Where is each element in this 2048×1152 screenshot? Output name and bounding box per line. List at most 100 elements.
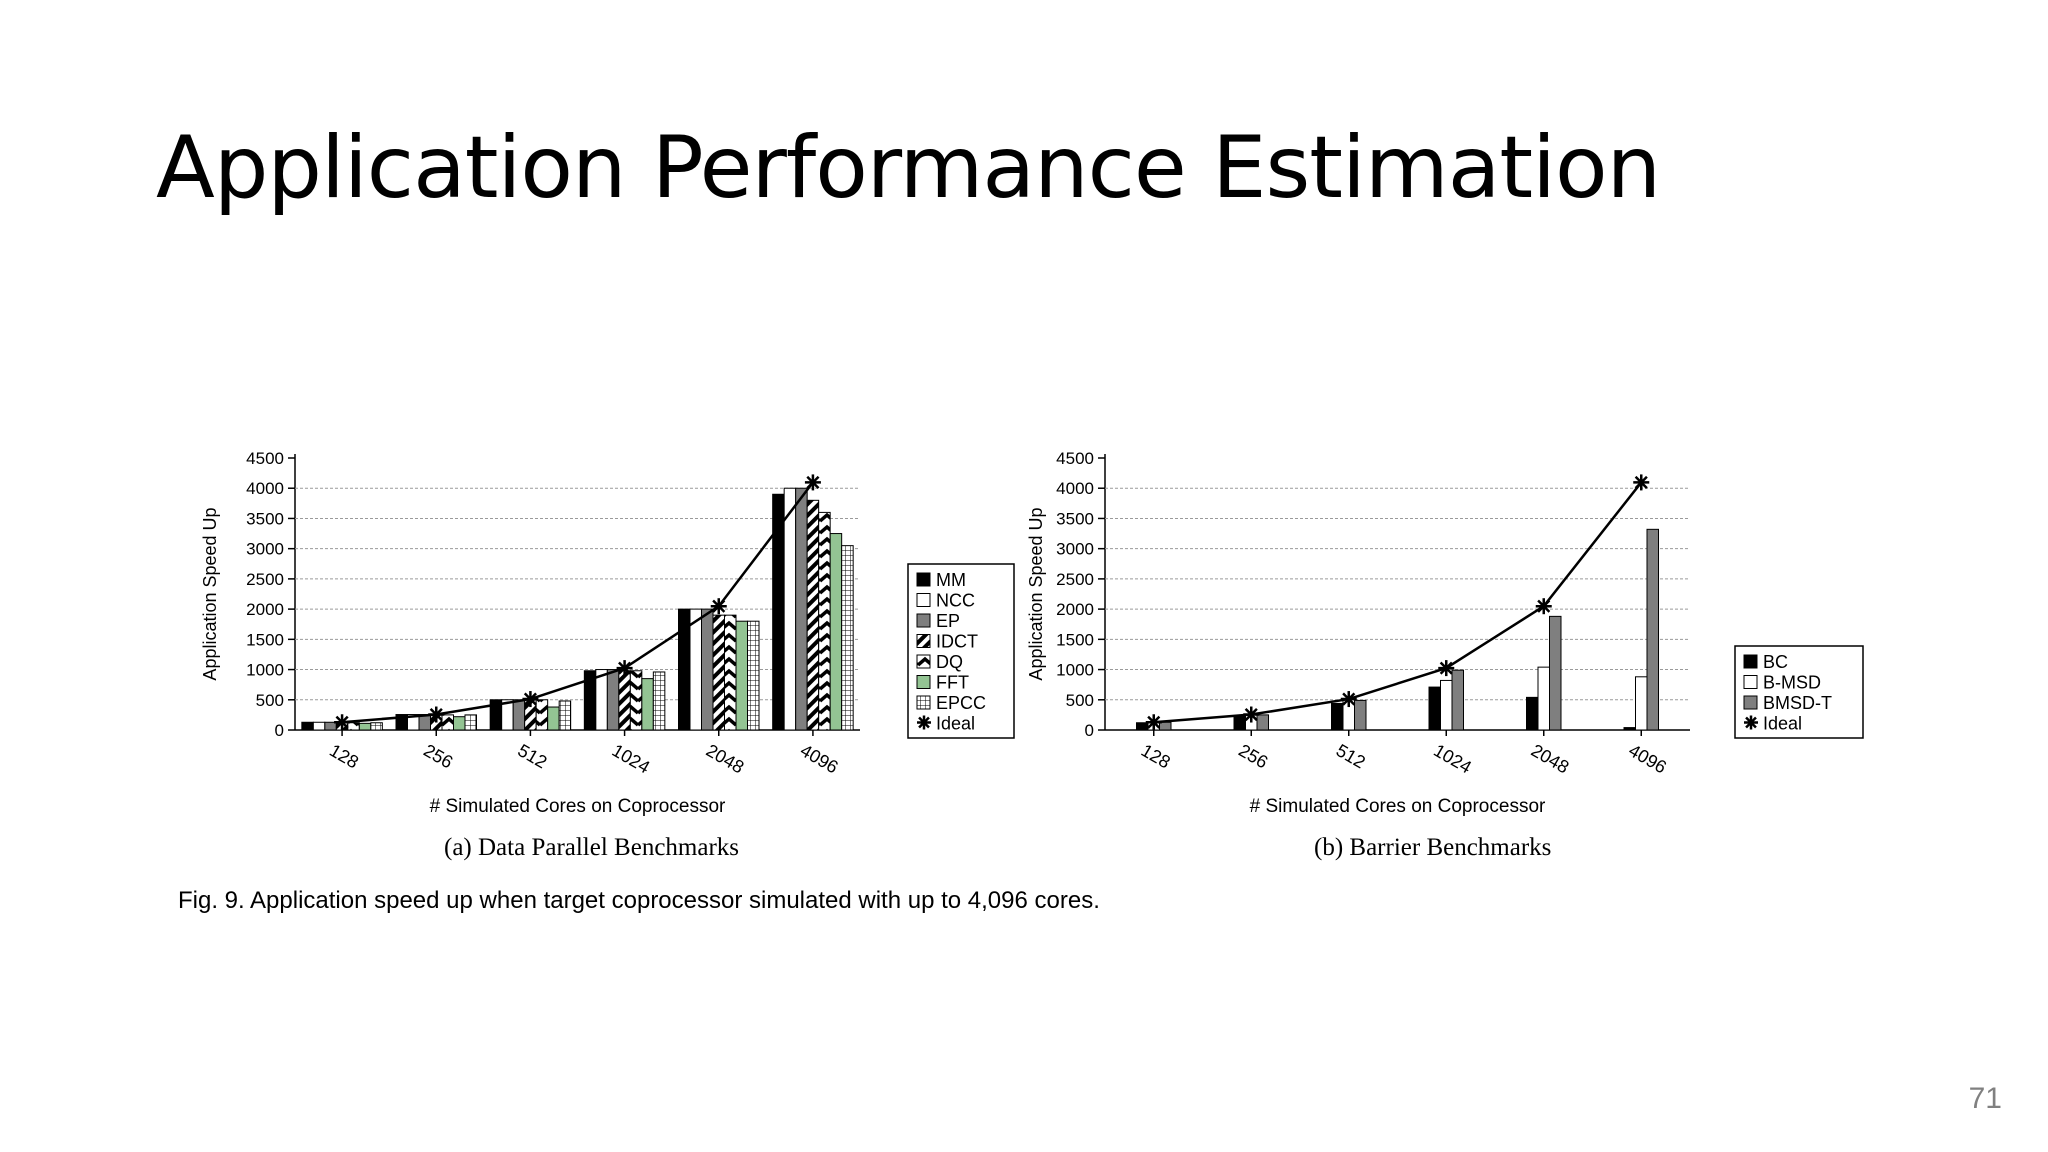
y-tick-label: 4000 <box>1056 479 1094 498</box>
bar-bc-2048 <box>1526 696 1539 731</box>
bar-ncc-2048 <box>689 608 702 731</box>
caption-a: (a) Data Parallel Benchmarks <box>444 834 740 861</box>
y-tick-label: 0 <box>1085 721 1094 740</box>
y-tick-label: 3500 <box>246 509 284 528</box>
x-tick-label: 128 <box>326 740 362 772</box>
bar-fft-128 <box>358 722 372 731</box>
bar-epcc-256 <box>464 714 477 731</box>
y-tick-label: 3000 <box>1056 540 1094 559</box>
legend-label-ncc: NCC <box>936 591 975 611</box>
bar-idct-4096 <box>806 499 820 731</box>
bar-b-msd-2048 <box>1537 666 1550 731</box>
bar-bmsd-t-512 <box>1354 699 1367 731</box>
legend-label-epcc: EPCC <box>936 693 986 713</box>
legend-swatch-bmsd-t <box>1743 695 1758 710</box>
x-tick-label: 1024 <box>609 740 654 777</box>
chart-barrier: 0 500 1000 1500 2000 2500 3000 3500 4000 4500 Appl… <box>1020 440 1890 870</box>
legend-label-idct: IDCT <box>936 632 978 652</box>
legend-label-bc: BC <box>1763 652 1788 672</box>
bar-bmsd-t-256 <box>1256 714 1269 731</box>
bar-mm-128 <box>301 721 314 731</box>
ideal-line <box>1153 481 1643 724</box>
bar-epcc-1024 <box>652 671 666 731</box>
ideal-point <box>334 714 351 731</box>
bar-fft-4096 <box>829 533 843 731</box>
ideal-point <box>1633 474 1650 491</box>
ideal-point <box>1145 714 1162 731</box>
ideal-point <box>804 474 821 491</box>
legend-label-dq: DQ <box>936 652 963 672</box>
legend-swatch-fft <box>916 675 931 689</box>
bar-ncc-1024 <box>595 669 608 731</box>
chart-b-svg: 0 500 1000 1500 2000 2500 3000 3500 4000 4500 Appl… <box>1026 449 1864 817</box>
y-tick-label: 4500 <box>1056 449 1094 468</box>
caption-b: (b) Barrier Benchmarks <box>1314 834 1552 861</box>
bar-bmsd-t-4096 <box>1646 528 1659 731</box>
y-tick-label: 4000 <box>246 479 284 498</box>
legend-label-b-msd: B-MSD <box>1763 673 1821 693</box>
x-tick-label: 256 <box>420 740 456 772</box>
legend-label-bmsd-t: BMSD-T <box>1763 693 1832 713</box>
page-number: 71 <box>1968 1082 2002 1115</box>
bar-bc-4096 <box>1623 727 1636 731</box>
bar-fft-2048 <box>735 620 748 731</box>
bar-bc-512 <box>1331 702 1344 731</box>
ideal-point <box>428 706 445 723</box>
legend-label-ideal: Ideal <box>936 714 975 734</box>
legend-swatch-dq <box>916 654 931 669</box>
legend-label-fft: FFT <box>936 673 969 693</box>
ideal-point <box>710 598 727 615</box>
ideal-point <box>616 660 633 677</box>
bar-b-msd-1024 <box>1440 679 1453 731</box>
bar-epcc-4096 <box>841 545 854 731</box>
y-tick-label: 1500 <box>1056 630 1094 649</box>
legend-ideal-marker <box>917 715 931 730</box>
bar-fft-512 <box>547 706 560 731</box>
y-tick-label: 1500 <box>246 630 284 649</box>
y-axis-label: Application Speed Up <box>200 507 220 680</box>
x-tick-label: 128 <box>1138 740 1174 772</box>
legend-ideal-marker <box>1744 715 1758 730</box>
x-tick-label: 256 <box>1235 740 1271 772</box>
bar-ep-1024 <box>606 669 620 731</box>
y-tick-label: 2500 <box>246 570 284 589</box>
legend-label-ep: EP <box>936 611 960 631</box>
bar-ncc-4096 <box>783 487 797 731</box>
bar-ep-2048 <box>701 608 714 731</box>
chart-a-svg: 0 500 1000 1500 2000 2500 3000 3500 4000 4500 Appl… <box>200 449 1015 817</box>
y-axis-label: Application Speed Up <box>1026 507 1046 680</box>
y-tick-label: 3500 <box>1056 509 1094 528</box>
ideal-point <box>1438 660 1455 677</box>
bar-b-msd-4096 <box>1635 676 1648 731</box>
y-tick-label: 0 <box>275 721 284 740</box>
bar-idct-2048 <box>712 614 725 731</box>
x-tick-label: 2048 <box>1528 740 1573 777</box>
y-tick-label: 2500 <box>1056 570 1094 589</box>
x-axis-label: # Simulated Cores on Coprocessor <box>430 796 726 817</box>
x-tick-label: 4096 <box>797 740 842 777</box>
bar-ncc-128 <box>312 721 326 731</box>
bar-epcc-2048 <box>747 620 760 731</box>
y-tick-label: 3000 <box>246 540 284 559</box>
bar-bmsd-t-1024 <box>1451 669 1464 731</box>
y-tick-label: 2000 <box>1056 600 1094 619</box>
bar-epcc-512 <box>558 700 572 731</box>
bar-dq-128 <box>347 722 360 731</box>
bar-bc-128 <box>1136 722 1149 731</box>
x-tick-label: 2048 <box>703 740 748 777</box>
bar-dq-4096 <box>818 511 831 731</box>
bar-dq-512 <box>535 699 549 731</box>
y-tick-label: 500 <box>256 691 284 710</box>
ideal-point <box>1535 598 1552 615</box>
ideal-point <box>1340 691 1357 708</box>
y-tick-label: 1000 <box>1056 661 1094 680</box>
bar-bc-1024 <box>1428 686 1441 731</box>
legend-label-mm: MM <box>936 570 966 590</box>
legend-swatch-idct <box>916 634 931 648</box>
legend-swatch-epcc <box>916 695 931 710</box>
bar-dq-256 <box>441 714 454 731</box>
figure-caption: Fig. 9. Application speed up when target… <box>178 887 1100 914</box>
bar-epcc-128 <box>370 722 383 731</box>
ideal-point <box>1243 706 1260 723</box>
